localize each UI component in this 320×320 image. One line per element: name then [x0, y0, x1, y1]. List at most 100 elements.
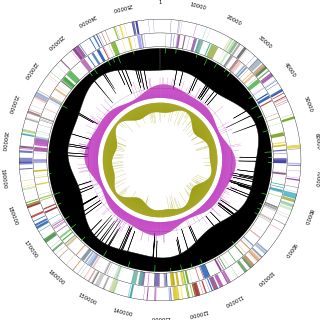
- Wedge shape: [36, 220, 49, 229]
- Wedge shape: [223, 55, 233, 68]
- Wedge shape: [189, 284, 194, 297]
- Wedge shape: [265, 202, 277, 208]
- Wedge shape: [135, 21, 140, 34]
- Wedge shape: [50, 72, 60, 80]
- Wedge shape: [122, 39, 126, 52]
- Wedge shape: [243, 236, 254, 246]
- Wedge shape: [153, 19, 154, 32]
- Wedge shape: [61, 81, 72, 90]
- Wedge shape: [203, 265, 209, 277]
- Wedge shape: [274, 96, 286, 103]
- Text: 210000: 210000: [7, 94, 19, 115]
- Text: 80000: 80000: [302, 207, 313, 225]
- Wedge shape: [220, 52, 228, 65]
- Wedge shape: [103, 47, 109, 59]
- Wedge shape: [185, 285, 189, 298]
- Wedge shape: [258, 95, 270, 104]
- Wedge shape: [273, 153, 286, 154]
- Wedge shape: [269, 187, 283, 193]
- Wedge shape: [264, 203, 277, 210]
- Wedge shape: [235, 65, 244, 75]
- Wedge shape: [75, 46, 84, 59]
- Wedge shape: [249, 59, 259, 68]
- Wedge shape: [276, 213, 288, 219]
- Text: 70000: 70000: [313, 170, 320, 188]
- Text: 120000: 120000: [188, 308, 208, 318]
- Wedge shape: [104, 261, 111, 274]
- Wedge shape: [109, 279, 117, 293]
- Wedge shape: [199, 41, 204, 53]
- Wedge shape: [36, 137, 49, 140]
- Wedge shape: [271, 185, 284, 188]
- Wedge shape: [130, 37, 133, 50]
- Wedge shape: [131, 270, 138, 284]
- Wedge shape: [65, 235, 75, 244]
- Wedge shape: [253, 88, 264, 96]
- Text: 100000: 100000: [255, 269, 274, 287]
- Wedge shape: [148, 20, 150, 33]
- Wedge shape: [243, 74, 254, 84]
- Wedge shape: [93, 36, 100, 48]
- Wedge shape: [28, 110, 41, 117]
- Wedge shape: [114, 281, 118, 293]
- Polygon shape: [48, 48, 272, 272]
- Wedge shape: [270, 224, 282, 231]
- Wedge shape: [92, 255, 99, 266]
- Wedge shape: [225, 38, 233, 51]
- Wedge shape: [217, 258, 224, 269]
- Wedge shape: [26, 117, 38, 121]
- Wedge shape: [35, 140, 48, 143]
- Wedge shape: [34, 169, 47, 172]
- Wedge shape: [36, 182, 49, 186]
- Wedge shape: [76, 45, 86, 58]
- Wedge shape: [192, 38, 196, 51]
- Wedge shape: [67, 70, 80, 84]
- Wedge shape: [280, 203, 293, 207]
- Wedge shape: [273, 159, 287, 160]
- Wedge shape: [28, 109, 41, 114]
- Wedge shape: [259, 216, 270, 223]
- Wedge shape: [87, 252, 97, 265]
- Wedge shape: [260, 213, 272, 220]
- Wedge shape: [244, 75, 254, 84]
- Wedge shape: [191, 38, 197, 52]
- Wedge shape: [230, 60, 239, 71]
- Wedge shape: [48, 100, 60, 107]
- Wedge shape: [34, 153, 47, 154]
- Wedge shape: [35, 174, 48, 176]
- Wedge shape: [62, 78, 74, 89]
- Wedge shape: [242, 238, 252, 247]
- Wedge shape: [276, 100, 287, 105]
- Wedge shape: [287, 148, 300, 150]
- Wedge shape: [133, 22, 136, 35]
- Wedge shape: [36, 133, 49, 136]
- Wedge shape: [288, 165, 301, 166]
- Wedge shape: [67, 236, 77, 246]
- Wedge shape: [59, 248, 68, 258]
- Wedge shape: [246, 56, 255, 66]
- Wedge shape: [108, 44, 114, 57]
- Text: 180000: 180000: [7, 205, 19, 226]
- Wedge shape: [35, 92, 49, 101]
- Wedge shape: [20, 168, 33, 170]
- Wedge shape: [38, 191, 51, 195]
- Wedge shape: [44, 108, 57, 114]
- Wedge shape: [58, 85, 69, 93]
- Text: 10000: 10000: [189, 3, 207, 11]
- Wedge shape: [52, 219, 64, 227]
- Text: 20000: 20000: [225, 14, 242, 27]
- Wedge shape: [172, 286, 180, 300]
- Wedge shape: [252, 248, 262, 258]
- Wedge shape: [19, 158, 32, 164]
- Wedge shape: [237, 68, 247, 77]
- Wedge shape: [265, 202, 277, 208]
- Wedge shape: [21, 182, 34, 184]
- Wedge shape: [200, 265, 207, 278]
- Wedge shape: [247, 80, 258, 88]
- Wedge shape: [20, 150, 33, 153]
- Wedge shape: [265, 80, 276, 88]
- Wedge shape: [207, 278, 213, 291]
- Wedge shape: [158, 273, 159, 286]
- Wedge shape: [282, 118, 295, 123]
- Wedge shape: [48, 75, 59, 83]
